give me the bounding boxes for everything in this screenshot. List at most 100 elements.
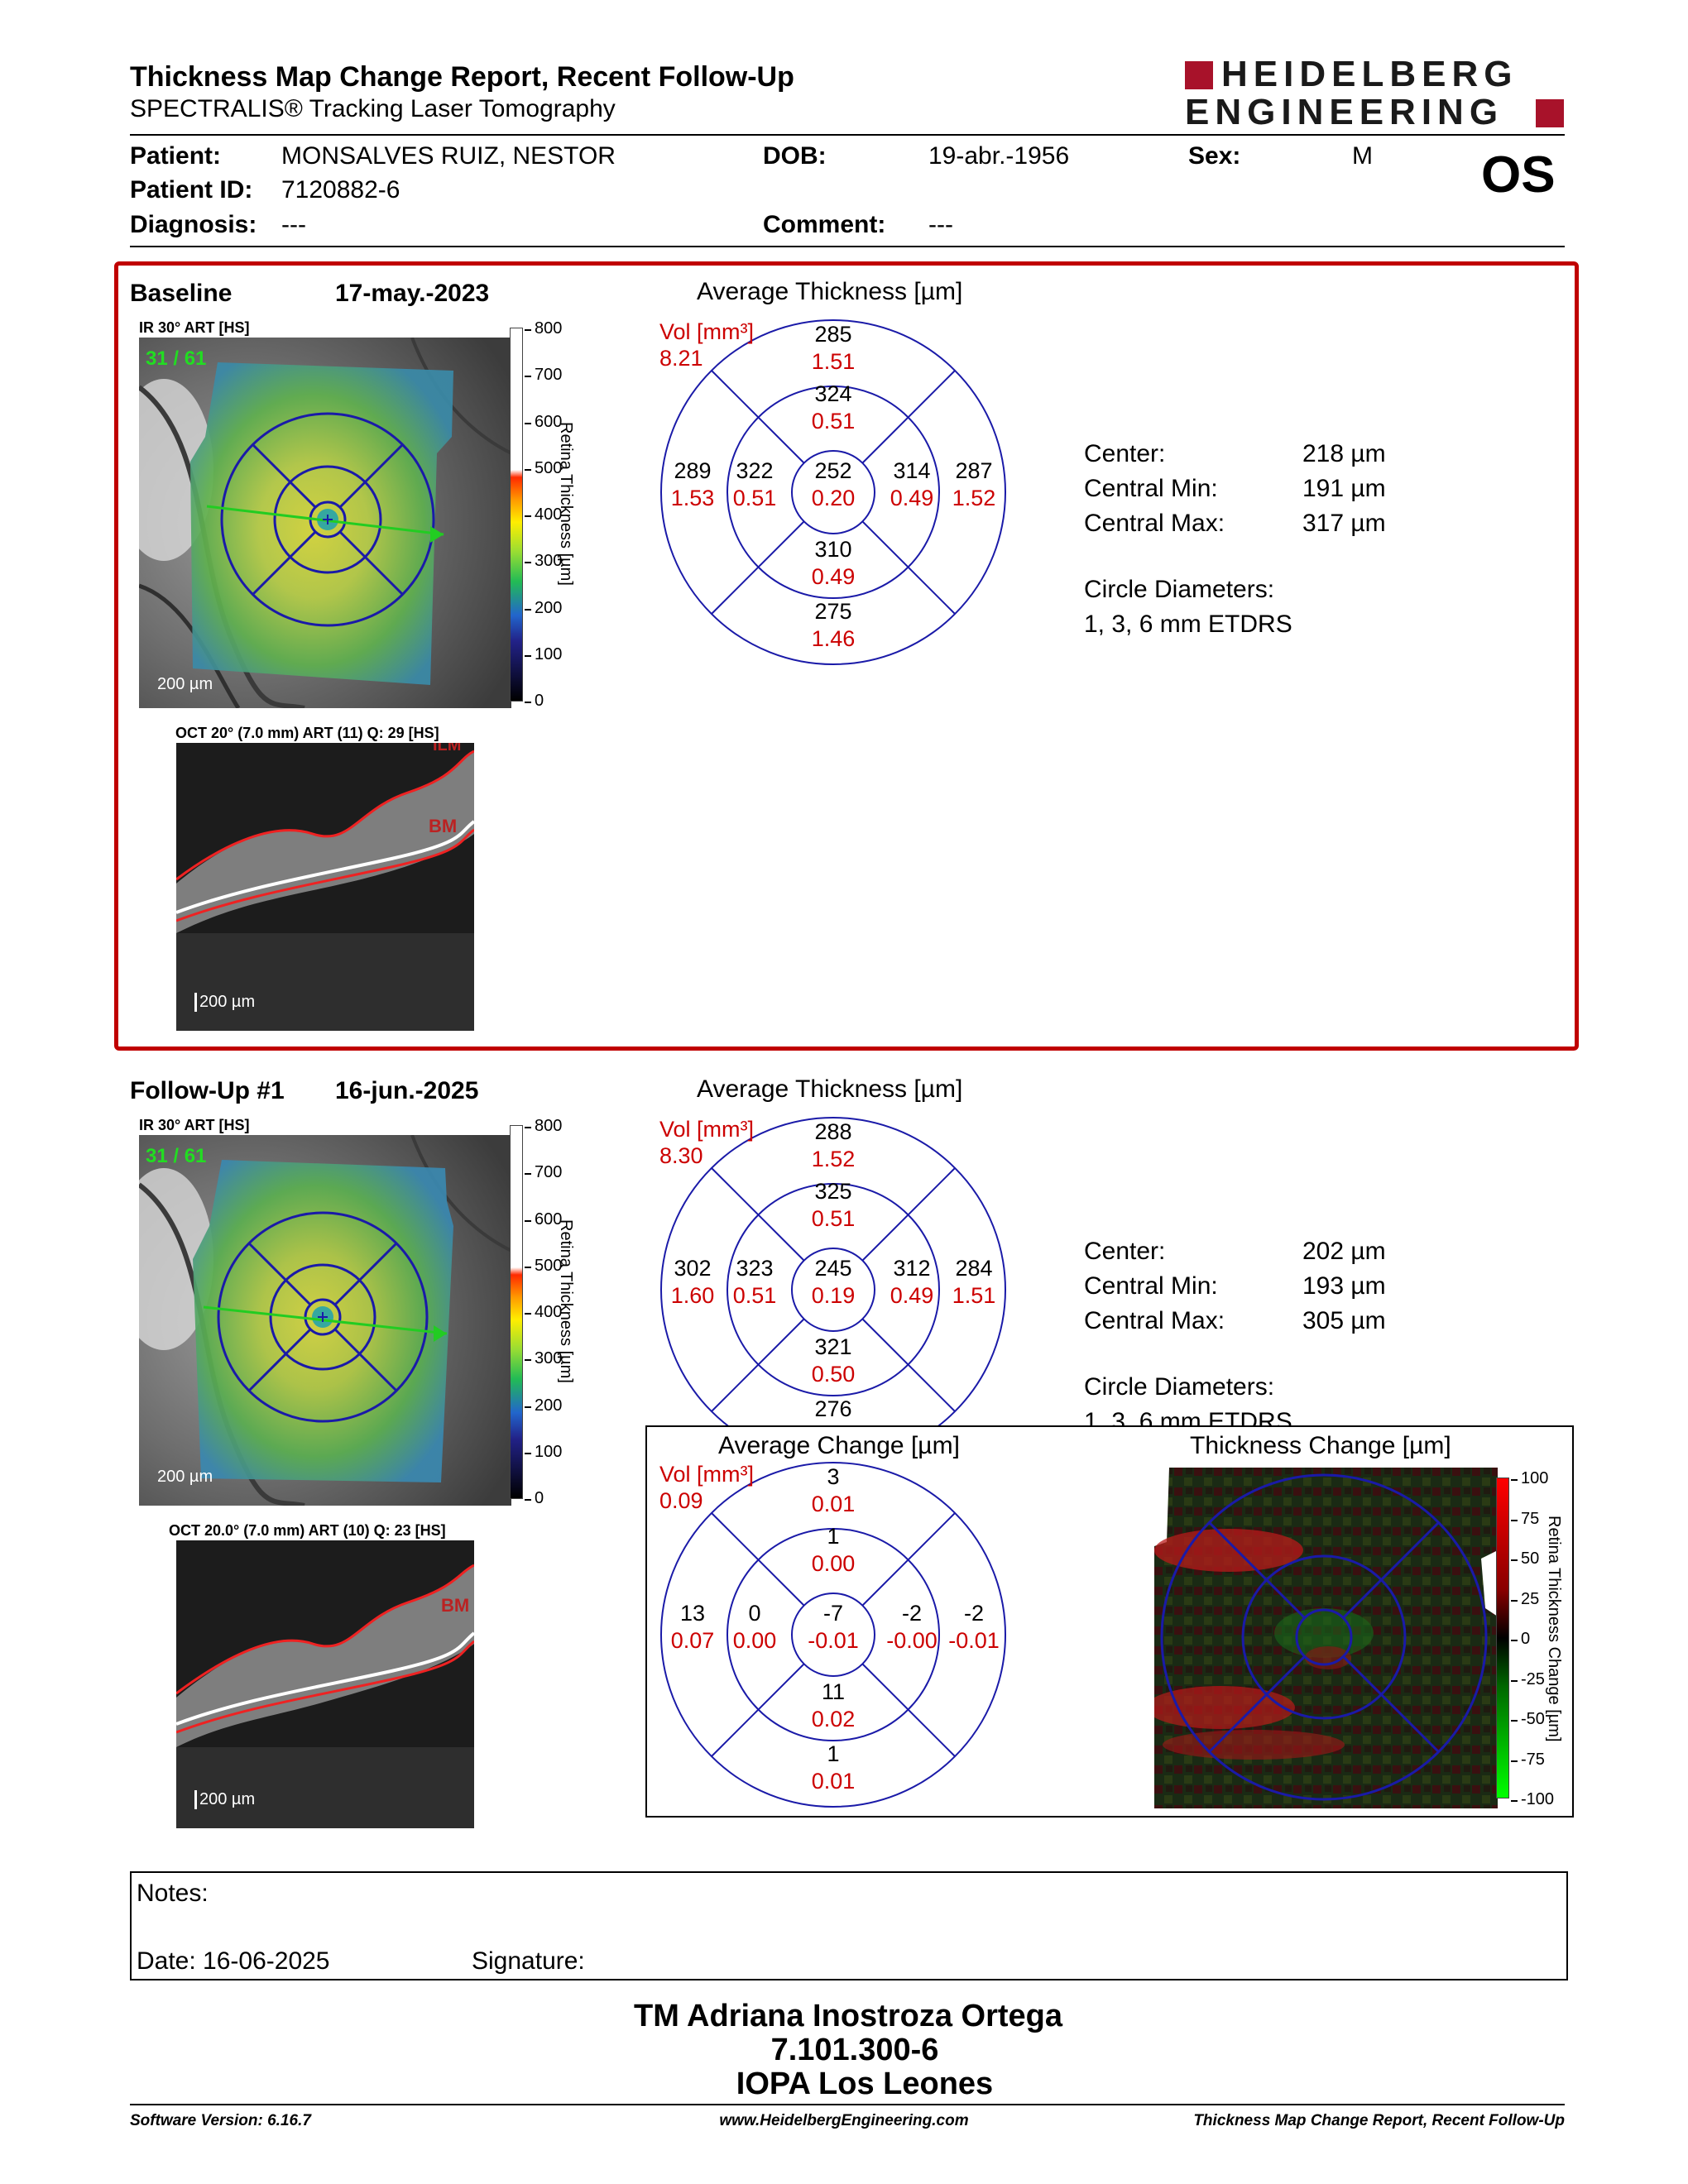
baseline-bm-label: BM	[429, 816, 458, 836]
patient-id-value: 7120882-6	[281, 176, 400, 204]
change-vol-label: Vol [mm³]	[659, 1462, 755, 1487]
dob-value: 19-abr.-1956	[928, 142, 1070, 170]
dob-label: DOB:	[763, 142, 827, 170]
baseline-sector-thickness: 324	[814, 381, 852, 406]
followup-colorbar-tick: 800	[535, 1117, 563, 1135]
followup-sector-thickness: 302	[674, 1256, 712, 1281]
baseline-colorbar-tick: 500	[535, 458, 563, 477]
change-sector-thickness: 1	[827, 1741, 840, 1766]
change-sector-center: -7 -0.01	[784, 1600, 883, 1655]
signoff-org: IOPA Los Leones	[0, 2067, 1688, 2102]
baseline-colorbar-tick-mark	[525, 702, 531, 703]
baseline-sector-thickness: 310	[814, 537, 852, 562]
baseline-colorbar-title: Retina Thickness [µm]	[557, 422, 575, 586]
followup-sector-thickness: 245	[814, 1256, 852, 1281]
followup-sector-inner-nasal: 312 0.49	[862, 1255, 961, 1310]
diagnosis-value: ---	[281, 211, 306, 238]
followup-stat-value: 193 µm	[1302, 1272, 1386, 1300]
followup-fundus-svg	[139, 1135, 511, 1506]
baseline-fundus-svg	[139, 338, 511, 708]
baseline-colorbar-tick-mark	[525, 654, 531, 657]
change-sector-thickness: 0	[748, 1601, 761, 1626]
baseline-colorbar-tick: 400	[535, 505, 563, 524]
comment-value: ---	[928, 211, 953, 238]
followup-sector-inner-inf: 321 0.50	[784, 1334, 883, 1388]
baseline-sector-volume: 0.20	[811, 486, 856, 510]
followup-sector-thickness: 325	[814, 1179, 852, 1204]
change-colorbar-tick-mark	[1511, 1800, 1518, 1802]
signoff-name-text: TM Adriana Inostroza Ortega	[634, 1999, 1062, 2033]
change-colorbar-ticks: 100 75 50 25 0 -25 -50 -75 -100	[1511, 1469, 1554, 1808]
change-colorbar-tick-mark	[1511, 1720, 1518, 1722]
followup-colorbar-tick-mark	[525, 1313, 531, 1315]
report-title: Thickness Map Change Report, Recent Foll…	[130, 61, 794, 93]
logo-text-engineering: ENGINEERING	[1185, 92, 1504, 132]
baseline-colorbar-tick: 600	[535, 412, 563, 431]
baseline-label: Baseline	[130, 280, 233, 307]
change-sector-thickness: -2	[963, 1601, 984, 1626]
change-avg-title: Average Change [µm]	[718, 1432, 960, 1459]
followup-sector-thickness: 276	[814, 1396, 852, 1421]
report-subtitle: SPECTRALIS® Tracking Laser Tomography	[130, 95, 616, 122]
baseline-sector-thickness: 287	[955, 458, 993, 483]
baseline-stat-value: 191 µm	[1302, 475, 1386, 502]
baseline-ilm-label: ILM	[433, 743, 462, 754]
baseline-sector-thickness: 322	[736, 458, 774, 483]
baseline-sector-inner-sup: 324 0.51	[784, 381, 883, 435]
change-colorbar-tick: 100	[1521, 1469, 1549, 1487]
baseline-stat-label: Central Min:	[1084, 475, 1218, 502]
change-sector-thickness: 13	[679, 1601, 706, 1626]
patient-name: MONSALVES RUIZ, NESTOR	[281, 142, 616, 170]
baseline-stat-value: 218 µm	[1302, 440, 1386, 467]
footer-software: Software Version: 6.16.7	[130, 2112, 311, 2129]
followup-label: Follow-Up #1	[130, 1077, 285, 1104]
baseline-circle-value: 1, 3, 6 mm ETDRS	[1084, 611, 1292, 638]
change-sector-volume: -0.01	[948, 1628, 1000, 1653]
baseline-ir-scale: 200 µm	[157, 675, 213, 693]
baseline-etdrs-grid	[659, 318, 1007, 666]
signoff-name: TM Adriana Inostroza Ortega	[0, 1999, 1688, 2034]
footer-url-wrap: www.HeidelbergEngineering.com	[0, 2112, 1688, 2130]
change-sector-outer-temp: 13 0.07	[643, 1600, 742, 1655]
change-etdrs-grid	[659, 1461, 1007, 1808]
followup-sector-thickness: 284	[955, 1256, 993, 1281]
change-sector-inner-sup: 1 0.00	[784, 1523, 883, 1578]
change-sector-thickness: 11	[821, 1679, 846, 1704]
baseline-colorbar-tick: 300	[535, 552, 563, 571]
change-map-svg	[1154, 1468, 1498, 1808]
footer-url[interactable]: www.HeidelbergEngineering.com	[719, 2112, 969, 2129]
baseline-ir-label: IR 30° ART [HS]	[139, 319, 250, 336]
followup-colorbar-tick-mark	[525, 1219, 531, 1222]
followup-colorbar-tick: 600	[535, 1209, 563, 1228]
followup-colorbar-tick-mark	[525, 1452, 531, 1454]
baseline-sector-volume: 1.52	[952, 486, 996, 510]
baseline-frame	[114, 261, 1579, 1051]
followup-bm-label: BM	[441, 1595, 470, 1616]
followup-stat-value: 305 µm	[1302, 1307, 1386, 1334]
baseline-circle-label: Circle Diameters:	[1084, 576, 1275, 603]
baseline-sector-outer-temp: 289 1.53	[643, 457, 742, 512]
baseline-date: 17-may.-2023	[335, 280, 490, 307]
followup-ir-label: IR 30° ART [HS]	[139, 1117, 250, 1133]
comment-label: Comment:	[763, 211, 886, 238]
followup-sector-thickness: 288	[814, 1119, 852, 1144]
baseline-sector-volume: 0.49	[890, 486, 934, 510]
signoff-id: 7.101.300-6	[0, 2033, 1688, 2068]
baseline-sector-volume: 0.49	[811, 564, 856, 589]
baseline-sector-inner-temp: 322 0.51	[705, 457, 804, 512]
baseline-colorbar-tick: 0	[535, 692, 544, 710]
baseline-avg-title: Average Thickness [µm]	[697, 278, 963, 305]
baseline-oct-svg	[176, 743, 474, 1031]
baseline-sector-thickness: 289	[674, 458, 712, 483]
followup-sector-volume: 0.49	[890, 1283, 934, 1308]
baseline-colorbar-tick-mark	[525, 329, 531, 331]
header-rule	[130, 134, 1565, 136]
followup-oct-svg	[176, 1540, 474, 1828]
baseline-colorbar-tick: 800	[535, 319, 563, 338]
change-sector-inner-nasal: -2 -0.00	[862, 1600, 961, 1655]
followup-stat-value: 202 µm	[1302, 1238, 1386, 1265]
signoff-id-text: 7.101.300-6	[770, 2033, 939, 2067]
followup-oct-image: BM 200 µm	[176, 1540, 474, 1828]
baseline-sector-volume: 1.53	[670, 486, 715, 510]
change-map-image	[1154, 1468, 1498, 1808]
